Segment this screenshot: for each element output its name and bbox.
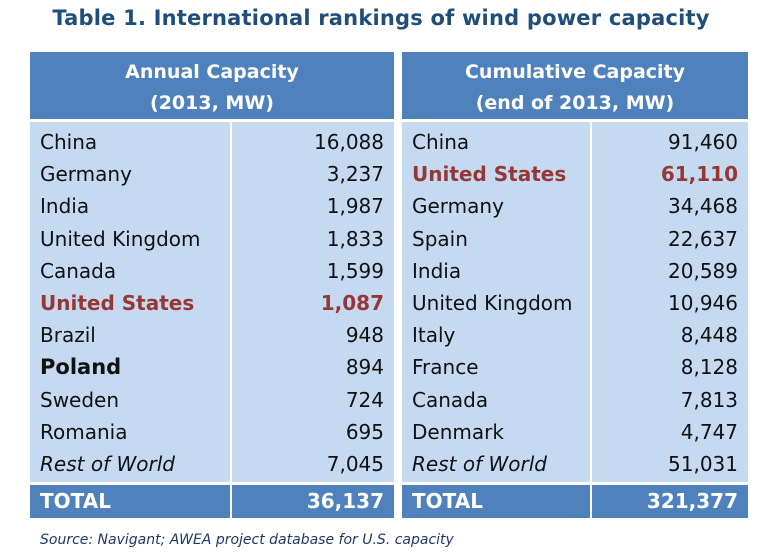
table-row: Germany 3,237 bbox=[30, 158, 394, 190]
country-name: United Kingdom bbox=[412, 290, 573, 315]
table-row: China 16,088 bbox=[30, 126, 394, 158]
table-row: Germany 34,468 bbox=[402, 190, 748, 222]
table-row: China 91,460 bbox=[402, 126, 748, 158]
capacity-value: 91,460 bbox=[668, 130, 738, 154]
country-name: China bbox=[40, 130, 98, 154]
capacity-value: 1,087 bbox=[320, 290, 384, 315]
capacity-value: 61,110 bbox=[660, 162, 738, 187]
country-name: Germany bbox=[40, 162, 132, 187]
table-row: Brazil 948 bbox=[30, 319, 394, 351]
cumulative-header-line1: Cumulative Capacity bbox=[464, 61, 686, 83]
country-name: India bbox=[412, 258, 462, 283]
capacity-value: 948 bbox=[345, 323, 384, 348]
table-row: United Kingdom 10,946 bbox=[402, 287, 748, 319]
capacity-value: 20,589 bbox=[668, 258, 738, 283]
country-name: Italy bbox=[412, 323, 456, 348]
country-name: France bbox=[412, 355, 479, 380]
country-name: Denmark bbox=[412, 419, 504, 444]
country-name: Spain bbox=[412, 226, 468, 251]
annual-header-line2: (2013, MW) bbox=[150, 92, 274, 114]
capacity-value: 51,031 bbox=[668, 451, 738, 476]
capacity-value: 16,088 bbox=[314, 130, 384, 154]
capacity-value: 1,987 bbox=[326, 194, 384, 219]
table-row: Denmark 4,747 bbox=[402, 416, 748, 448]
table-row: Canada 7,813 bbox=[402, 384, 748, 416]
country-name: Brazil bbox=[40, 323, 96, 348]
cumulative-capacity-header: Cumulative Capacity (end of 2013, MW) bbox=[402, 52, 748, 122]
table-row: India 20,589 bbox=[402, 255, 748, 287]
table-row: United Kingdom 1,833 bbox=[30, 223, 394, 255]
capacity-value: 34,468 bbox=[668, 194, 738, 219]
cumulative-capacity-panel: Cumulative Capacity (end of 2013, MW) Ch… bbox=[402, 52, 748, 518]
country-name: Rest of World bbox=[40, 451, 175, 476]
capacity-value: 22,637 bbox=[668, 226, 738, 251]
capacity-value: 695 bbox=[345, 419, 384, 444]
cumulative-total-row: TOTAL 321,377 bbox=[402, 485, 748, 518]
country-name: Poland bbox=[40, 355, 122, 380]
annual-capacity-body: China 16,088 Germany 3,237 India 1,987 Unit… bbox=[30, 122, 394, 482]
cumulative-header-line2: (end of 2013, MW) bbox=[475, 92, 675, 114]
column-divider bbox=[230, 485, 232, 518]
capacity-value: 1,833 bbox=[326, 226, 384, 251]
table-row: Rest of World 7,045 bbox=[30, 448, 394, 480]
annual-capacity-header: Annual Capacity (2013, MW) bbox=[30, 52, 394, 122]
capacity-value: 8,128 bbox=[680, 355, 738, 380]
capacity-value: 10,946 bbox=[668, 290, 738, 315]
capacity-value: 724 bbox=[345, 387, 384, 412]
country-name: United States bbox=[40, 290, 195, 315]
capacity-value: 3,237 bbox=[326, 162, 384, 187]
table-title: Table 1. International rankings of wind … bbox=[52, 6, 710, 30]
table-row-highlighted: United States 61,110 bbox=[402, 158, 748, 190]
capacity-value: 894 bbox=[345, 355, 384, 380]
cumulative-capacity-body: China 91,460 United States 61,110 Germany 3… bbox=[402, 122, 748, 482]
total-label: TOTAL bbox=[412, 489, 483, 513]
table-row-highlighted: United States 1,087 bbox=[30, 287, 394, 319]
table-row: Sweden 724 bbox=[30, 384, 394, 416]
annual-capacity-panel: Annual Capacity (2013, MW) China 16,088 G… bbox=[30, 52, 394, 518]
source-note: Source: Navigant; AWEA project database … bbox=[40, 532, 454, 548]
capacity-value: 7,045 bbox=[326, 451, 384, 476]
table-row: Canada 1,599 bbox=[30, 255, 394, 287]
capacity-value: 4,747 bbox=[680, 419, 738, 444]
country-name: India bbox=[40, 194, 90, 219]
country-name: United Kingdom bbox=[40, 226, 201, 251]
column-divider bbox=[590, 485, 592, 518]
table-row: Italy 8,448 bbox=[402, 319, 748, 351]
country-name: China bbox=[412, 130, 470, 154]
annual-header-line1: Annual Capacity bbox=[125, 61, 299, 83]
capacity-value: 1,599 bbox=[326, 258, 384, 283]
annual-total-row: TOTAL 36,137 bbox=[30, 485, 394, 518]
country-name: Canada bbox=[40, 258, 117, 283]
country-name: Canada bbox=[412, 387, 489, 412]
country-name: United States bbox=[412, 162, 567, 187]
table-row: Rest of World 51,031 bbox=[402, 448, 748, 480]
capacity-value: 8,448 bbox=[680, 323, 738, 348]
country-name: Sweden bbox=[40, 387, 120, 412]
total-value: 321,377 bbox=[646, 489, 738, 513]
table-row: Spain 22,637 bbox=[402, 223, 748, 255]
country-name: Rest of World bbox=[412, 451, 547, 476]
country-name: Germany bbox=[412, 194, 504, 219]
total-value: 36,137 bbox=[306, 489, 384, 513]
country-name: Romania bbox=[40, 419, 128, 444]
table-row: Poland 894 bbox=[30, 351, 394, 383]
table-row: Romania 695 bbox=[30, 416, 394, 448]
column-divider bbox=[590, 122, 592, 482]
total-label: TOTAL bbox=[40, 489, 111, 513]
column-divider bbox=[230, 122, 232, 482]
table-row: India 1,987 bbox=[30, 190, 394, 222]
capacity-value: 7,813 bbox=[680, 387, 738, 412]
table-row: France 8,128 bbox=[402, 351, 748, 383]
